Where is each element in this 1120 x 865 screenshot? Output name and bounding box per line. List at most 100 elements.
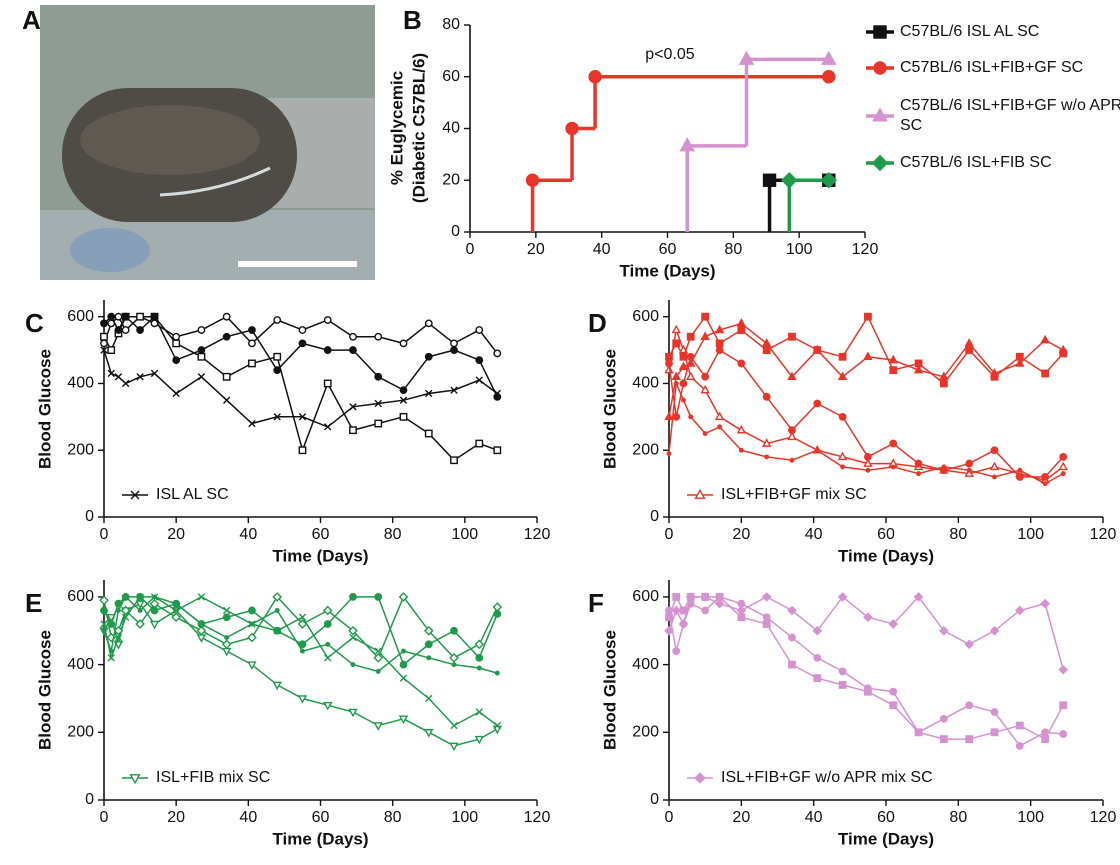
marker: [424, 352, 433, 361]
marker: [701, 312, 710, 321]
x-tick-label: 0: [466, 241, 475, 258]
x-tick-label: 100: [1017, 526, 1044, 543]
marker: [298, 446, 307, 455]
marker: [762, 173, 777, 187]
annotation: p<0.05: [645, 46, 694, 63]
marker: [100, 332, 108, 341]
marker: [248, 326, 256, 334]
marker: [108, 648, 114, 654]
x-tick-label: 20: [732, 526, 750, 543]
marker: [399, 396, 408, 404]
marker: [492, 602, 503, 612]
x-tick-label: 40: [239, 526, 257, 543]
marker: [664, 625, 674, 636]
panel-label: D: [588, 308, 607, 338]
y-tick-label: 40: [442, 120, 460, 137]
marker: [864, 312, 872, 321]
marker: [679, 379, 688, 388]
panel-label: F: [588, 588, 604, 618]
marker: [114, 312, 123, 321]
marker: [374, 593, 383, 601]
marker: [813, 653, 822, 662]
x-tick-label: 80: [949, 809, 967, 826]
marker: [787, 605, 797, 616]
marker: [672, 339, 681, 348]
marker: [475, 376, 483, 384]
marker: [964, 639, 975, 650]
y-tick-label: 0: [650, 508, 659, 525]
marker: [323, 316, 332, 324]
marker: [1015, 721, 1024, 730]
marker: [247, 632, 257, 643]
y-axis-title: Blood Glucose: [600, 630, 619, 750]
y-tick-label: 400: [67, 375, 94, 392]
marker: [172, 339, 181, 348]
marker: [738, 447, 744, 453]
marker: [679, 352, 688, 361]
marker: [715, 593, 724, 601]
marker: [224, 635, 230, 640]
x-tick-label: 20: [732, 809, 750, 826]
marker: [172, 606, 180, 615]
marker: [864, 453, 872, 461]
marker: [324, 423, 332, 431]
marker: [114, 373, 123, 381]
x-tick-label: 0: [100, 526, 109, 543]
trace: [103, 315, 498, 462]
marker: [398, 715, 409, 725]
x-tick-label: 40: [805, 809, 823, 826]
marker: [136, 312, 144, 321]
marker: [101, 628, 107, 634]
marker: [221, 639, 232, 650]
marker: [475, 326, 484, 334]
marker: [666, 451, 672, 457]
x-axis-title: Time (Days): [619, 261, 715, 280]
marker: [686, 332, 695, 341]
marker: [717, 424, 723, 430]
marker: [672, 647, 681, 655]
marker: [123, 594, 129, 600]
x-tick-label: 60: [312, 809, 330, 826]
trace: [103, 349, 498, 428]
marker: [714, 411, 725, 421]
marker: [493, 721, 502, 730]
marker: [197, 593, 206, 601]
marker: [837, 371, 848, 381]
marker: [681, 397, 686, 403]
marker: [700, 384, 710, 394]
marker: [475, 708, 483, 716]
x-tick-label: 40: [805, 526, 823, 543]
legend-label: C57BL/6 ISL AL SC: [900, 23, 1040, 40]
marker: [939, 714, 948, 723]
x-tick-label: 20: [167, 526, 185, 543]
marker: [992, 474, 997, 480]
x-tick-label: 20: [527, 241, 545, 258]
marker: [702, 431, 708, 436]
x-tick-label: 80: [384, 809, 402, 826]
trace: [668, 595, 1064, 670]
y-tick-label: 80: [442, 16, 460, 33]
legend-label: C57BL/6 ISL+FIB+GF SC: [900, 59, 1084, 76]
y-axis-title: (Diabetic C57BL/6): [409, 53, 428, 203]
marker: [398, 592, 409, 602]
marker: [323, 620, 332, 628]
marker: [152, 594, 157, 600]
marker: [838, 681, 847, 689]
marker: [1017, 467, 1023, 473]
marker: [688, 414, 694, 420]
photo: [40, 5, 375, 280]
marker: [115, 608, 121, 613]
marker: [399, 660, 408, 669]
marker: [966, 467, 972, 473]
marker: [686, 599, 695, 608]
marker: [701, 593, 710, 601]
marker: [100, 620, 108, 628]
x-tick-label: 0: [100, 809, 109, 826]
marker: [679, 137, 696, 152]
marker: [863, 351, 873, 361]
marker: [198, 621, 204, 627]
trace: [103, 596, 498, 666]
marker: [423, 625, 434, 636]
x-tick-label: 60: [877, 809, 895, 826]
marker: [837, 451, 848, 461]
